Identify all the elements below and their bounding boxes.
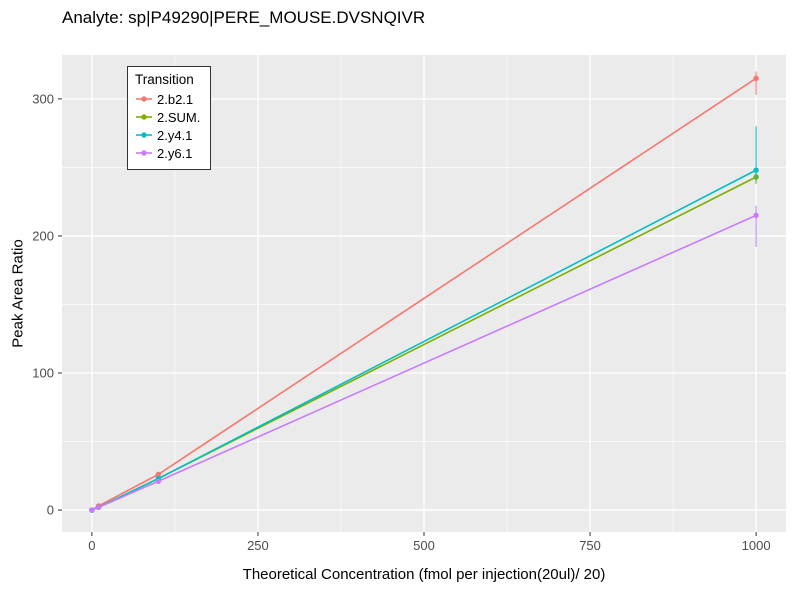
legend-item-label: 2.y6.1 [157,145,193,161]
legend-item: 2.y6.1 [135,144,200,162]
legend-item-label: 2.SUM. [157,109,201,125]
data-point [95,504,102,511]
data-point [753,75,759,82]
data-point [155,478,162,484]
legend-key [136,132,152,138]
x-tick-label: 500 [413,538,435,553]
data-point [155,471,162,478]
legend-key [136,96,152,102]
legend: Transition 2.b2.1 2.SUM. 2.y4.1 2.y6.1 [127,66,212,170]
x-tick-label: 250 [247,538,269,553]
x-tick-label: 1000 [742,538,771,553]
x-tick-label: 0 [88,538,95,553]
y-axis-label: Peak Area Ratio [9,239,27,348]
legend-title: Transition [135,72,194,87]
y-tick-label: 100 [32,366,54,381]
y-tick-label: 200 [32,228,54,243]
legend-item: 2.SUM. [135,108,200,126]
x-tick-label: 750 [579,538,601,553]
series-line [91,214,757,511]
legend-key [136,114,152,120]
legend-key [136,150,152,156]
legend-item: 2.y4.1 [135,126,200,144]
legend-item-label: 2.b2.1 [157,91,194,107]
data-point [753,212,759,219]
legend-item-label: 2.y4.1 [157,127,193,143]
data-point [753,167,759,173]
legend-items: 2.b2.1 2.SUM. 2.y4.1 2.y6.1 [135,90,200,162]
chart-title: Analyte: sp|P49290|PERE_MOUSE.DVSNQIVR [62,8,426,27]
x-axis-label: Theoretical Concentration (fmol per inje… [242,566,606,583]
y-tick-label: 300 [32,91,54,106]
data-point [89,507,95,513]
legend-item: 2.b2.1 [135,90,200,108]
y-tick-label: 0 [47,503,54,518]
